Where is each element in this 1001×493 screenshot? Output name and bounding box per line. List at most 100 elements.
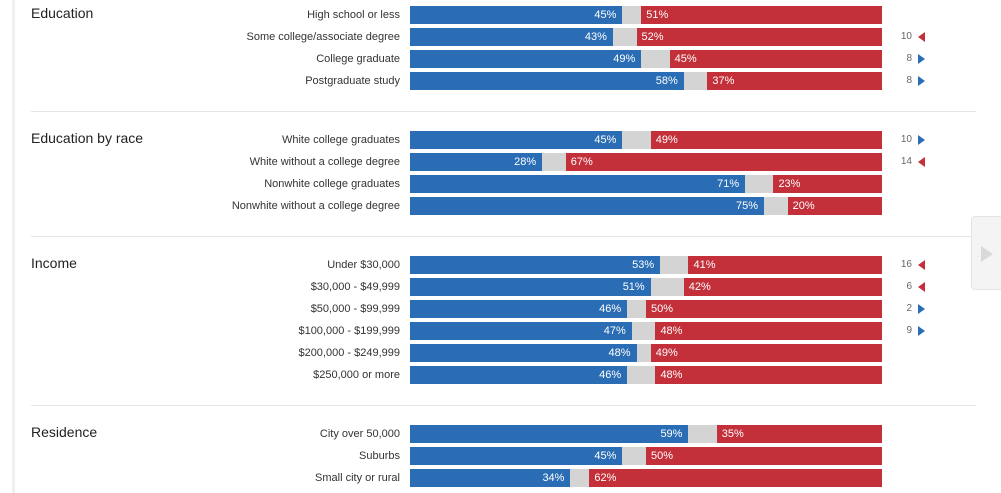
dem-value-label: 43% xyxy=(584,31,607,43)
section-title: Education xyxy=(31,5,94,21)
row-label: $100,000 - $199,999 xyxy=(298,325,400,337)
chevron-right-icon xyxy=(981,246,993,262)
neutral-bar xyxy=(745,175,774,193)
dem-value-label: 46% xyxy=(599,303,622,315)
dem-bar xyxy=(410,175,746,193)
neutral-bar xyxy=(683,72,708,90)
dem-bar xyxy=(410,28,613,46)
dem-value-label: 58% xyxy=(655,75,678,87)
dem-value-label: 45% xyxy=(594,134,617,146)
neutral-bar xyxy=(570,469,590,487)
rep-bar xyxy=(787,197,882,215)
rep-value-label: 35% xyxy=(721,428,744,440)
neutral-bar xyxy=(622,447,646,465)
row-label: White college graduates xyxy=(281,134,400,146)
triangle-left-icon xyxy=(918,157,925,167)
dem-value-label: 48% xyxy=(608,347,631,359)
triangle-right-icon xyxy=(918,326,925,336)
neutral-bar xyxy=(627,300,646,318)
dem-value-label: 71% xyxy=(717,178,740,190)
section-divider xyxy=(31,405,976,406)
dem-bar xyxy=(410,256,661,274)
row-label: Nonwhite without a college degree xyxy=(231,200,400,212)
rep-bar xyxy=(655,322,882,340)
row-label: Nonwhite college graduates xyxy=(264,178,400,190)
rep-bar xyxy=(655,366,882,384)
shift-value: 8 xyxy=(906,53,912,64)
row-label: Postgraduate study xyxy=(305,75,400,87)
row-label: Some college/associate degree xyxy=(246,31,400,43)
row-label: Small city or rural xyxy=(315,472,400,484)
dem-value-label: 46% xyxy=(599,369,622,381)
rep-value-label: 48% xyxy=(660,369,683,381)
shift-value: 10 xyxy=(900,134,912,145)
rep-bar xyxy=(636,28,882,46)
row-label: White without a college degree xyxy=(249,156,400,168)
rep-bar xyxy=(688,256,882,274)
row-label: $250,000 or more xyxy=(313,369,400,381)
neutral-bar xyxy=(650,278,684,296)
dem-value-label: 45% xyxy=(594,450,617,462)
triangle-left-icon xyxy=(918,282,925,292)
rep-bar xyxy=(589,469,882,487)
dem-value-label: 53% xyxy=(632,259,655,271)
triangle-right-icon xyxy=(918,135,925,145)
dem-bar xyxy=(410,197,764,215)
dem-bar xyxy=(410,72,684,90)
row-label: $200,000 - $249,999 xyxy=(298,347,400,359)
shift-value: 9 xyxy=(906,325,912,336)
row-label: City over 50,000 xyxy=(319,428,400,440)
rep-bar xyxy=(565,153,882,171)
rep-bar xyxy=(650,131,882,149)
neutral-bar xyxy=(627,366,656,384)
dem-bar xyxy=(410,153,543,171)
rep-value-label: 52% xyxy=(641,31,664,43)
row-label: Suburbs xyxy=(359,450,400,462)
neutral-bar xyxy=(612,28,637,46)
neutral-bar xyxy=(764,197,788,215)
rep-value-label: 51% xyxy=(646,9,669,21)
next-page-tab[interactable] xyxy=(971,216,1001,290)
triangle-right-icon xyxy=(918,304,925,314)
rep-value-label: 23% xyxy=(778,178,801,190)
row-label: $50,000 - $99,999 xyxy=(310,303,400,315)
rep-value-label: 49% xyxy=(655,347,678,359)
shift-value: 14 xyxy=(900,156,912,167)
rep-bar xyxy=(641,6,882,24)
section-title: Education by race xyxy=(31,130,144,146)
neutral-bar xyxy=(660,256,689,274)
dem-bar xyxy=(410,6,623,24)
dem-value-label: 34% xyxy=(542,472,565,484)
rep-value-label: 62% xyxy=(594,472,617,484)
dem-value-label: 28% xyxy=(514,156,537,168)
shift-value: 2 xyxy=(906,303,912,314)
neutral-bar xyxy=(622,131,651,149)
rep-value-label: 67% xyxy=(570,156,593,168)
rep-bar xyxy=(707,72,882,90)
rep-value-label: 42% xyxy=(688,281,711,293)
neutral-bar xyxy=(622,6,642,24)
rep-value-label: 37% xyxy=(712,75,735,87)
dem-bar xyxy=(410,300,628,318)
rep-bar xyxy=(646,300,882,318)
dem-value-label: 59% xyxy=(660,428,683,440)
rep-value-label: 41% xyxy=(693,259,716,271)
dem-bar xyxy=(410,469,571,487)
dem-bar xyxy=(410,344,637,362)
rep-bar xyxy=(716,425,882,443)
dem-bar xyxy=(410,50,642,68)
triangle-right-icon xyxy=(918,54,925,64)
shift-value: 6 xyxy=(906,281,912,292)
rep-bar xyxy=(773,175,882,193)
dem-value-label: 49% xyxy=(613,53,636,65)
rep-value-label: 50% xyxy=(651,450,674,462)
dem-bar xyxy=(410,447,623,465)
dem-value-label: 75% xyxy=(735,200,758,212)
section-title: Income xyxy=(31,255,77,271)
dem-bar xyxy=(410,322,632,340)
dem-bar xyxy=(410,278,651,296)
row-label: High school or less xyxy=(307,9,400,21)
section-divider xyxy=(31,111,976,112)
dem-bar xyxy=(410,425,689,443)
